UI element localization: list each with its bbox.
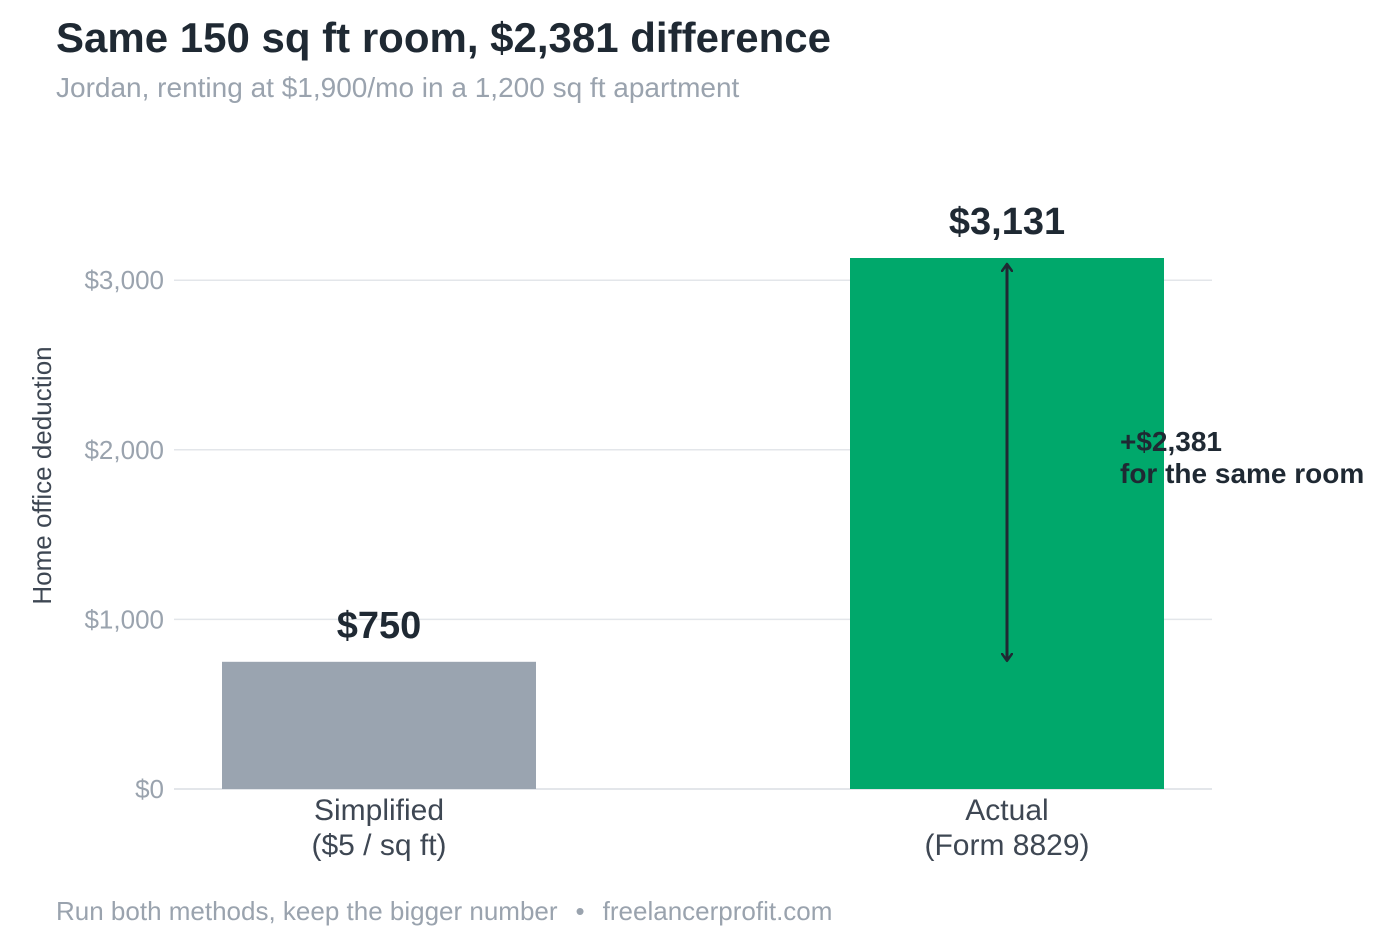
x-tick-label: Actual (965, 794, 1048, 827)
bar-chart: $0 $1,000 $2,000 $3,000 Home office deducti… (27, 201, 1364, 862)
y-tick-label: $1,000 (84, 604, 164, 634)
x-tick-label: Simplified (314, 794, 444, 827)
y-axis-label: Home office deduction (27, 346, 57, 604)
difference-label: +$2,381 (1120, 426, 1222, 457)
value-labels: $750 $3,131 (337, 201, 1065, 647)
bar-simplified (222, 661, 536, 789)
value-label: $3,131 (949, 201, 1065, 243)
x-tick-label: ($5 / sq ft) (311, 829, 446, 862)
bars (222, 258, 1164, 789)
y-tick-label: $3,000 (84, 265, 164, 295)
x-tick-label: (Form 8829) (924, 829, 1089, 862)
value-label: $750 (337, 605, 422, 647)
chart-subtitle: Jordan, renting at $1,900/mo in a 1,200 … (56, 72, 740, 103)
footer-separator: • (575, 896, 585, 926)
y-tick-label: $2,000 (84, 435, 164, 465)
y-tick-label: $0 (135, 774, 164, 804)
difference-label: for the same room (1120, 458, 1364, 489)
footer: Run both methods, keep the bigger number… (56, 896, 832, 927)
chart-title: Same 150 sq ft room, $2,381 difference (56, 14, 832, 61)
footer-note: Run both methods, keep the bigger number (56, 896, 558, 926)
x-axis-ticks: Simplified($5 / sq ft) Actual(Form 8829) (311, 794, 1089, 862)
y-axis-ticks: $0 $1,000 $2,000 $3,000 (84, 265, 164, 804)
footer-site: freelancerprofit.com (602, 896, 833, 926)
